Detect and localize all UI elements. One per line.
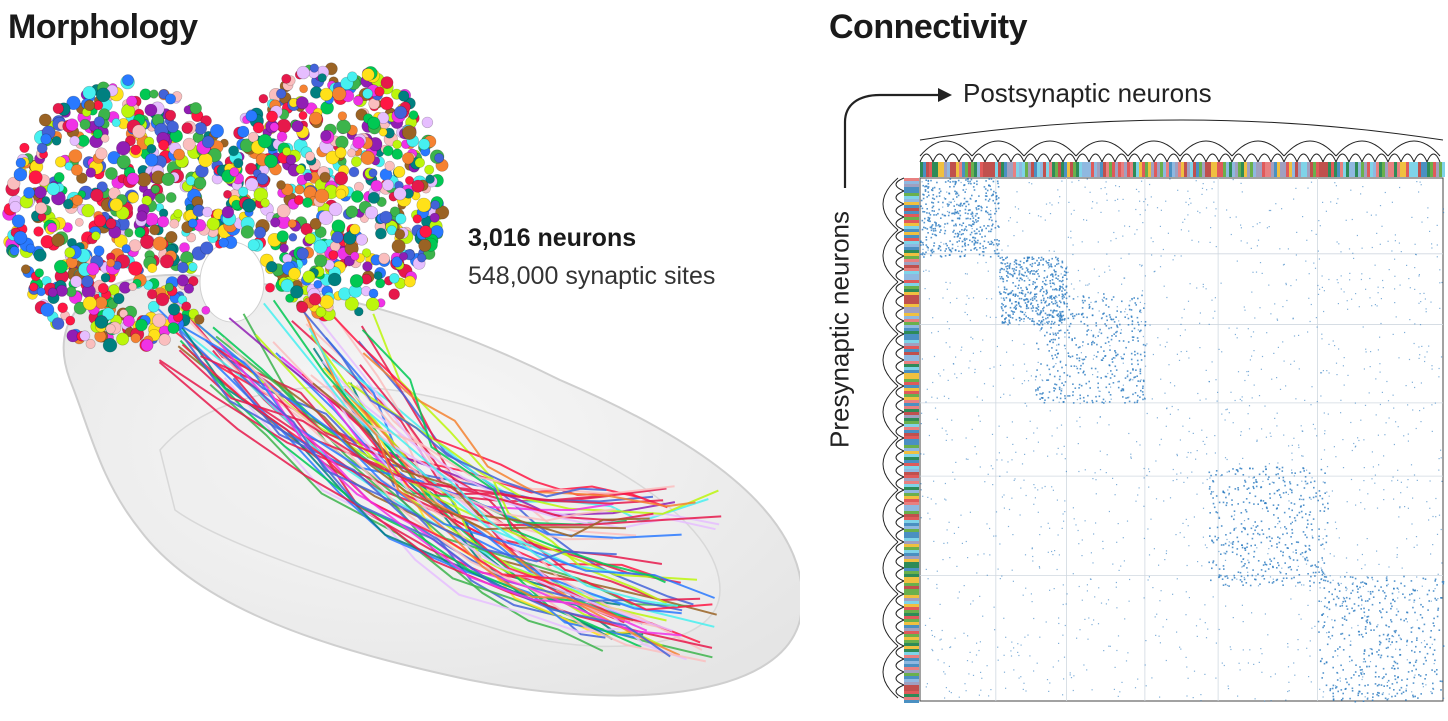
connectivity-matrix-figure <box>843 88 1445 703</box>
matrix-frame <box>919 177 1444 702</box>
neuron-cell-bodies <box>2 62 450 353</box>
top-dendrogram <box>919 119 1444 163</box>
matrix-dots <box>920 178 1445 703</box>
left-color-strip <box>904 178 919 703</box>
connectivity-title: Connectivity <box>829 8 1028 46</box>
neuron-count: 3,016 neurons <box>468 224 637 252</box>
left-dendrogram <box>882 177 905 699</box>
brain-morphology-illustration <box>2 62 800 697</box>
neuron-fibers <box>149 299 722 663</box>
postsynaptic-label: Postsynaptic neurons <box>963 78 1212 108</box>
top-color-strip <box>920 162 1445 177</box>
axis-arrow <box>843 93 938 188</box>
synapse-count: 548,000 synaptic sites <box>468 262 716 290</box>
morphology-title: Morphology <box>8 8 198 46</box>
arrow-head-icon <box>938 88 952 102</box>
matrix-grid <box>920 178 1443 701</box>
